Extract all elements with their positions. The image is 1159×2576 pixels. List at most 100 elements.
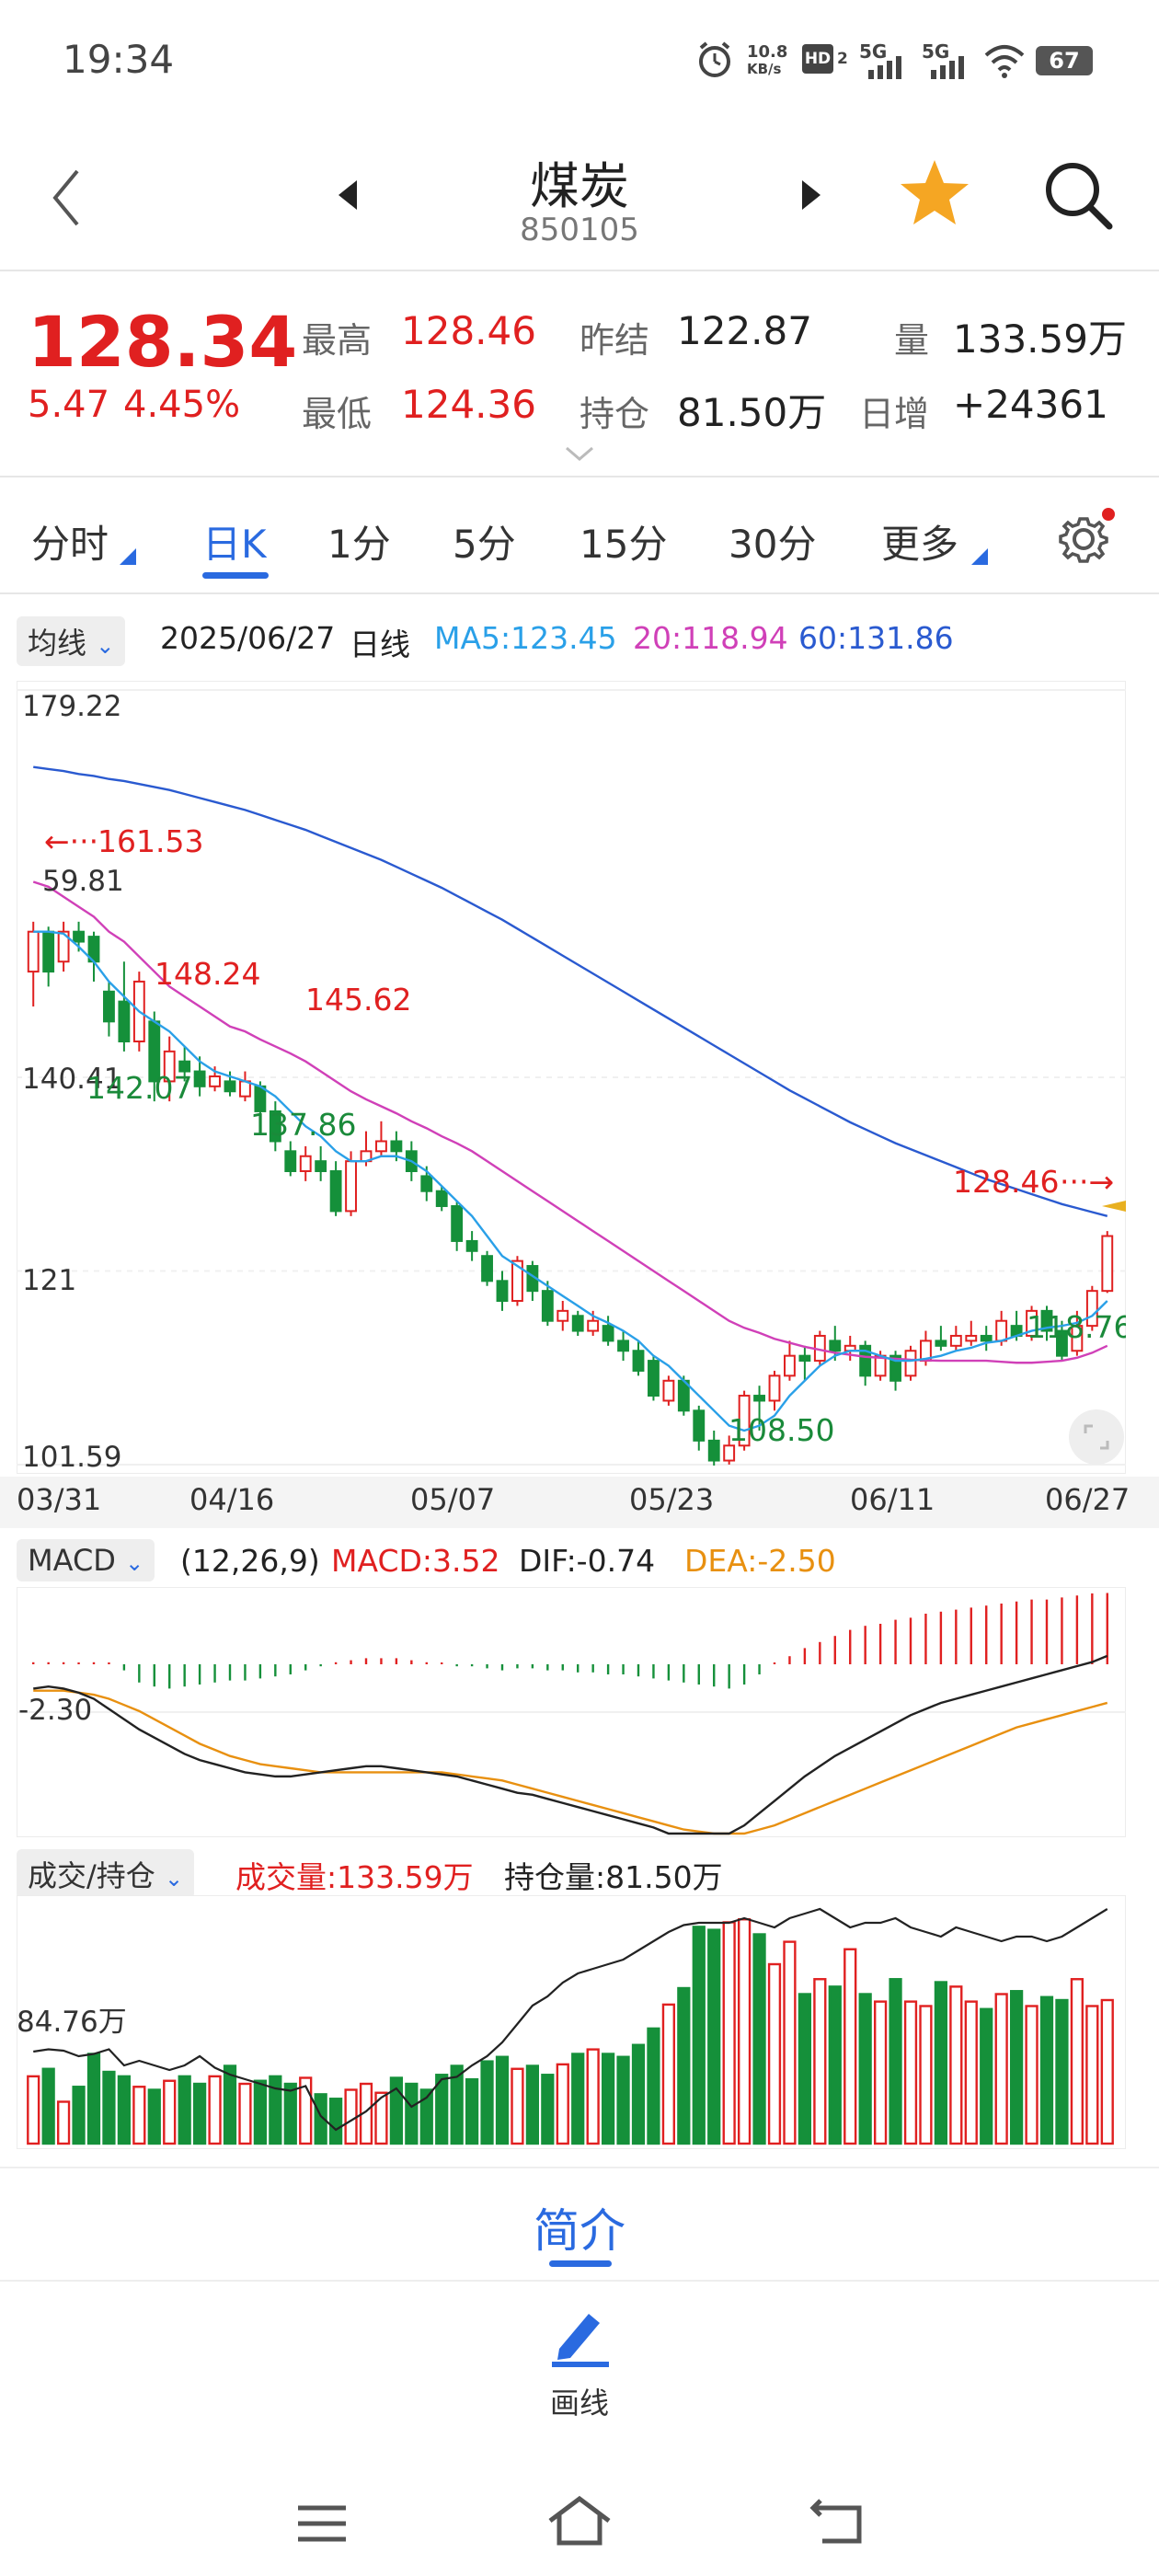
candle-body (1040, 1309, 1053, 1332)
volume-bar (707, 1928, 721, 2145)
volume-bar (889, 1978, 902, 2145)
tab-1min[interactable]: 1分 (327, 522, 391, 567)
volume-selector-label: 成交/持仓 (28, 1858, 155, 1893)
volume-bar (1070, 1978, 1084, 2145)
candle-body (693, 1409, 706, 1442)
partial-label: 59.81 (42, 865, 124, 898)
volume-legend-value: 成交量:133.59万 (235, 1859, 474, 1895)
macd-selector[interactable]: MACD ⌄ (17, 1539, 155, 1581)
fullscreen-icon[interactable] (1069, 1409, 1124, 1465)
back-nav-icon[interactable] (809, 2495, 868, 2547)
macd-chart[interactable]: -2.30 (17, 1587, 1126, 1837)
home-icon[interactable] (546, 2493, 613, 2548)
menu-icon[interactable] (294, 2501, 350, 2547)
volume-chart[interactable]: 84.76万 (17, 1895, 1126, 2149)
date-tick-3: 05/07 (410, 1482, 496, 1517)
alarm-icon (699, 41, 730, 77)
volume-legend-row: 成交/持仓 ⌄ 成交量:133.59万 持仓量:81.50万 (0, 1842, 1159, 1899)
candle-body (420, 1175, 433, 1192)
sig2-label: 5G (922, 40, 950, 63)
next-contract-icon[interactable] (800, 177, 822, 213)
candle-body (27, 930, 40, 973)
candle-body (118, 1000, 131, 1043)
candle-body (465, 1239, 478, 1252)
volume-bar (178, 2075, 191, 2145)
tab-daily-k[interactable]: 日K (202, 522, 267, 567)
candlestick-chart[interactable]: 179.22 140.41 121 101.59 59.81 ←··· 161.… (17, 681, 1126, 1474)
macd-selector-label: MACD (28, 1543, 116, 1578)
candle-body (707, 1439, 720, 1462)
volume-bar (919, 2005, 933, 2145)
dea-value: DEA:-2.50 (684, 1543, 836, 1579)
candle-body (42, 930, 55, 973)
volume-bar (511, 2067, 524, 2145)
date-tick-6: 06/27 (1045, 1482, 1130, 1517)
volume-bar (299, 2076, 313, 2145)
candle-body (889, 1354, 901, 1382)
volume-bar (813, 1978, 827, 2145)
indicator-selector[interactable]: 均线 ⌄ (17, 616, 126, 666)
volume-bar (374, 2091, 388, 2145)
ma5-line (33, 930, 1108, 1432)
volume-bar (1055, 1998, 1069, 2145)
candle-body (496, 1280, 509, 1303)
volume-bar (661, 2003, 676, 2145)
candle-body (284, 1150, 297, 1173)
star-favorite-icon[interactable] (898, 156, 971, 230)
volume-bar (102, 2070, 116, 2145)
candle-body (511, 1259, 523, 1303)
legend-ma20: 20:118.94 (633, 620, 788, 656)
candles-layer (27, 921, 1114, 1466)
volume-bars (27, 1918, 1114, 2145)
candle-body (571, 1315, 584, 1332)
tab-intro[interactable]: 简介 (534, 2204, 625, 2258)
date-axis: 03/31 04/16 05/07 05/23 06/11 06/27 (0, 1477, 1159, 1528)
draw-line-button[interactable]: 画线 (515, 2305, 644, 2424)
low-label: 最低 (302, 394, 373, 434)
ann-low-2: 137.86 (250, 1107, 356, 1143)
low-value: 124.36 (401, 382, 536, 427)
prev-contract-icon[interactable] (337, 177, 359, 213)
volume-bar (586, 2048, 600, 2145)
volume-bar (980, 2007, 993, 2145)
tab-intraday[interactable]: 分时 (31, 522, 109, 567)
volume-bar (616, 2055, 630, 2145)
wifi-icon (984, 45, 1025, 78)
tab-15min[interactable]: 15分 (580, 522, 668, 567)
expand-chevron-icon[interactable] (563, 444, 596, 465)
date-tick-5: 06/11 (850, 1482, 935, 1517)
candle-body (859, 1344, 872, 1377)
volume-bar (465, 2077, 479, 2145)
hd-sub: 2 (837, 50, 848, 68)
candle-body (163, 1050, 176, 1083)
back-icon[interactable] (48, 166, 85, 230)
volume-bar (1025, 2005, 1039, 2145)
intro-tab-bar: 简介 (0, 2167, 1159, 2282)
ann-high-4: 128.46 (953, 1164, 1059, 1200)
candle-body (269, 1110, 281, 1143)
system-nav-bar (0, 2466, 1159, 2576)
candle-body (1056, 1329, 1068, 1357)
volume-bar (873, 2000, 888, 2145)
tab-more[interactable]: 更多 (881, 522, 959, 567)
volume-selector[interactable]: 成交/持仓 ⌄ (17, 1849, 195, 1899)
candle-body (723, 1444, 736, 1462)
volume-bar (571, 2053, 585, 2145)
volume-bar (949, 1985, 963, 2145)
dif-line (33, 1654, 1108, 1835)
volume-bar (1100, 1998, 1114, 2145)
volume-bar (208, 2075, 222, 2145)
status-bar: 19:34 10.8 KB/s HD 2 5G 5G 67 (0, 0, 1159, 120)
candle-body (57, 930, 70, 963)
candle-body (829, 1340, 842, 1352)
ann-right-arrow: ···→ (1060, 1164, 1114, 1200)
candle-body (390, 1140, 403, 1153)
macd-y-tick: -2.30 (18, 1694, 92, 1727)
tab-5min[interactable]: 5分 (453, 522, 516, 567)
search-icon[interactable] (1041, 158, 1115, 232)
candle-body (980, 1334, 993, 1342)
tab-30min[interactable]: 30分 (729, 522, 817, 567)
candle-body (935, 1340, 947, 1347)
candle-body (375, 1140, 387, 1153)
settings-gear-icon[interactable] (1056, 508, 1115, 567)
